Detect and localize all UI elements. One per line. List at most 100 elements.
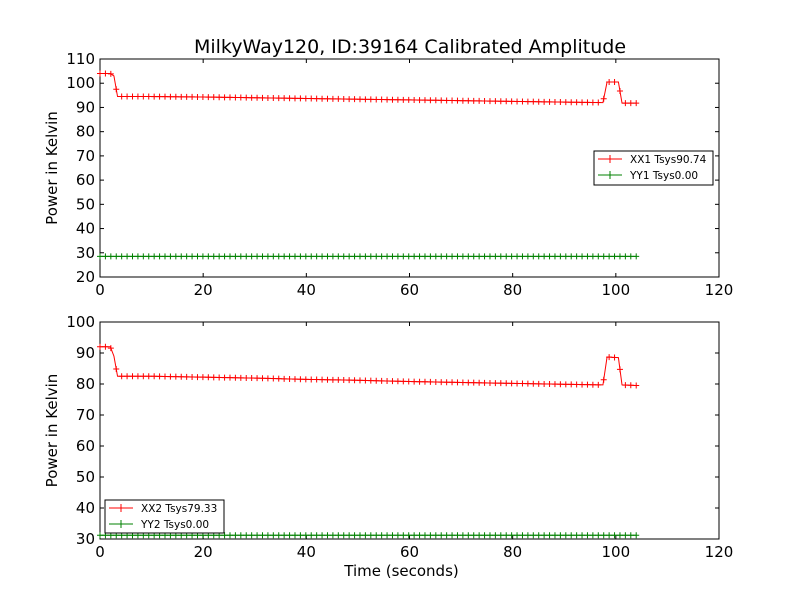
- x-tick-label: 20: [194, 281, 213, 299]
- series-marker: [562, 532, 569, 539]
- series-marker: [270, 95, 277, 102]
- series-marker: [199, 94, 206, 101]
- series-marker: [308, 253, 315, 260]
- series-marker: [356, 377, 363, 384]
- legend-box: [593, 150, 714, 186]
- x-tick-label: 80: [503, 543, 522, 561]
- series-marker: [411, 532, 418, 539]
- series-marker: [183, 373, 190, 380]
- series-marker: [449, 379, 456, 386]
- series-marker: [378, 253, 385, 260]
- series-marker: [476, 253, 483, 260]
- series-marker: [595, 532, 602, 539]
- series-marker: [113, 366, 120, 373]
- series-marker: [118, 93, 125, 100]
- y-tick-label: 50: [76, 195, 95, 213]
- series-marker: [178, 93, 185, 100]
- series-marker: [351, 253, 358, 260]
- series-marker: [275, 253, 282, 260]
- series-marker: [551, 98, 558, 105]
- series-marker: [579, 253, 586, 260]
- series-marker: [411, 97, 418, 104]
- series-marker: [497, 253, 504, 260]
- y-tick-label: 90: [76, 98, 95, 116]
- series-marker: [291, 376, 298, 383]
- series-marker: [416, 97, 423, 104]
- series-marker: [524, 253, 531, 260]
- series-marker: [535, 98, 542, 105]
- series-marker: [335, 532, 342, 539]
- series-marker: [497, 380, 504, 387]
- y-tick-label: 40: [76, 220, 95, 238]
- series-marker: [595, 381, 602, 388]
- series-marker: [400, 378, 407, 385]
- series-marker: [551, 381, 558, 388]
- plot-top: 0 20 40 60 80 100 1202030405060708090100110Pow…: [43, 50, 733, 299]
- series-marker: [340, 377, 347, 384]
- series-marker: [492, 532, 499, 539]
- series-marker: [161, 373, 168, 380]
- series-marker: [346, 96, 353, 103]
- series-marker: [248, 94, 255, 101]
- series-marker: [622, 253, 629, 260]
- series-marker: [546, 381, 553, 388]
- series-marker: [205, 94, 212, 101]
- series-marker: [589, 253, 596, 260]
- legend-label: YY1 Tsys0.00: [629, 170, 698, 182]
- chart-title: MilkyWay120, ID:39164 Calibrated Amplitu…: [194, 36, 626, 58]
- series-marker: [476, 532, 483, 539]
- series-marker: [297, 253, 304, 260]
- series-marker: [313, 532, 320, 539]
- series-marker: [232, 532, 239, 539]
- series-marker: [178, 373, 185, 380]
- y-tick-label: 80: [76, 375, 95, 393]
- series-marker: [606, 354, 613, 361]
- series-marker: [281, 375, 288, 382]
- series-marker: [346, 377, 353, 384]
- series-marker: [573, 381, 580, 388]
- series-marker: [270, 253, 277, 260]
- series-marker: [291, 532, 298, 539]
- series-marker: [378, 96, 385, 103]
- legend-swatch-marker: [606, 155, 614, 163]
- x-tick-label: 120: [705, 543, 734, 561]
- x-tick-label: 80: [503, 281, 522, 299]
- series-marker: [438, 253, 445, 260]
- series-marker: [319, 95, 326, 102]
- series-marker: [459, 379, 466, 386]
- series-marker: [210, 253, 217, 260]
- series-marker: [503, 532, 510, 539]
- series-marker: [411, 253, 418, 260]
- series-marker: [243, 374, 250, 381]
- series-marker: [373, 96, 380, 103]
- series-marker: [492, 98, 499, 105]
- series-marker: [595, 99, 602, 106]
- series-marker: [286, 253, 293, 260]
- x-tick-label: 40: [297, 543, 316, 561]
- series-marker: [557, 253, 564, 260]
- series-marker: [589, 99, 596, 106]
- series-marker: [389, 253, 396, 260]
- series-marker: [524, 380, 531, 387]
- series-marker: [319, 532, 326, 539]
- series-marker: [367, 532, 374, 539]
- series-marker: [481, 379, 488, 386]
- series-marker: [459, 532, 466, 539]
- series-marker: [275, 375, 282, 382]
- series-marker: [465, 532, 472, 539]
- legend: XX1 Tsys90.74 YY1 Tsys0.00: [593, 150, 714, 186]
- series-marker: [362, 96, 369, 103]
- series-marker: [232, 94, 239, 101]
- series-marker: [427, 378, 434, 385]
- series-marker: [541, 380, 548, 387]
- series-marker: [156, 373, 163, 380]
- legend-box: [104, 499, 225, 534]
- series-marker: [183, 253, 190, 260]
- series-marker: [595, 253, 602, 260]
- series-marker: [102, 343, 109, 350]
- series-marker: [411, 378, 418, 385]
- series-marker: [508, 532, 515, 539]
- x-tick-label: 0: [95, 281, 105, 299]
- series-marker: [541, 532, 548, 539]
- series-marker: [627, 100, 634, 107]
